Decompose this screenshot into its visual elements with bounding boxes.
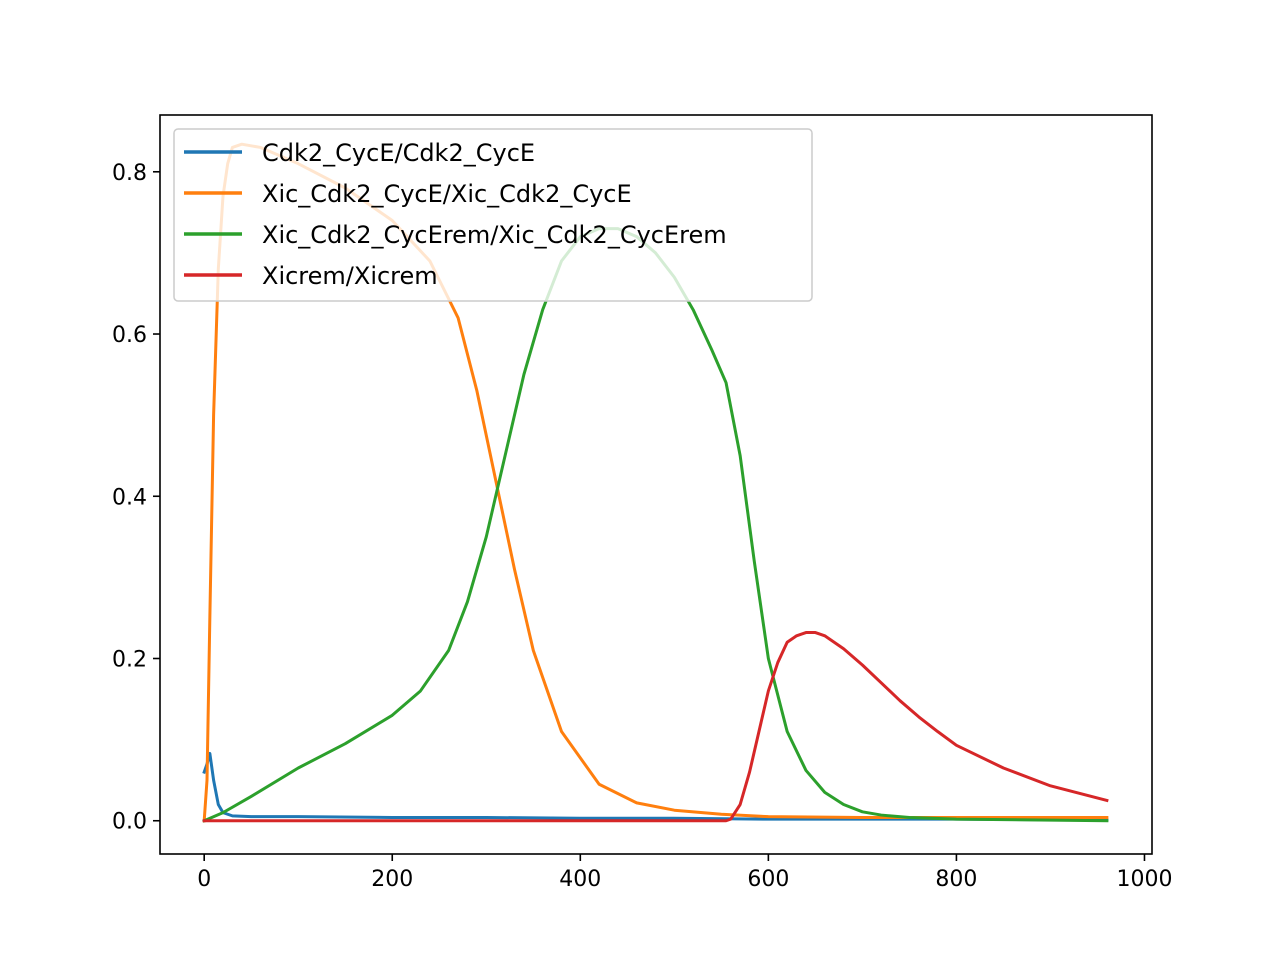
x-tick-label: 200 xyxy=(371,867,413,892)
x-tick-label: 800 xyxy=(935,867,977,892)
x-tick-label: 600 xyxy=(747,867,789,892)
x-tick-label: 0 xyxy=(197,867,211,892)
legend-label-1: Xic_Cdk2_CycE/Xic_Cdk2_CycE xyxy=(262,180,632,208)
axes-frame xyxy=(159,114,1153,855)
x-axis: 0 200 400 600 800 1000 xyxy=(197,854,1172,892)
y-tick-label: 0.8 xyxy=(112,161,147,186)
series-line-3 xyxy=(202,631,1109,823)
legend-label-0: Cdk2_CycE/Cdk2_CycE xyxy=(262,139,535,167)
legend: Cdk2_CycE/Cdk2_CycE Xic_Cdk2_CycE/Xic_Cdk… xyxy=(173,128,813,302)
legend-label-3: Xicrem/Xicrem xyxy=(262,262,438,290)
y-tick-label: 0.4 xyxy=(112,485,147,510)
legend-label-2: Xic_Cdk2_CycErem/Xic_Cdk2_CycErem xyxy=(262,221,727,249)
y-axis: 0.0 0.2 0.4 0.6 0.8 xyxy=(112,161,160,835)
x-tick-label: 400 xyxy=(559,867,601,892)
y-tick-label: 0.0 xyxy=(112,810,147,835)
y-tick-label: 0.6 xyxy=(112,323,147,348)
series-line-0 xyxy=(202,751,1109,822)
legend-box xyxy=(173,128,813,302)
x-tick-label: 1000 xyxy=(1116,867,1172,892)
y-tick-label: 0.2 xyxy=(112,648,147,673)
